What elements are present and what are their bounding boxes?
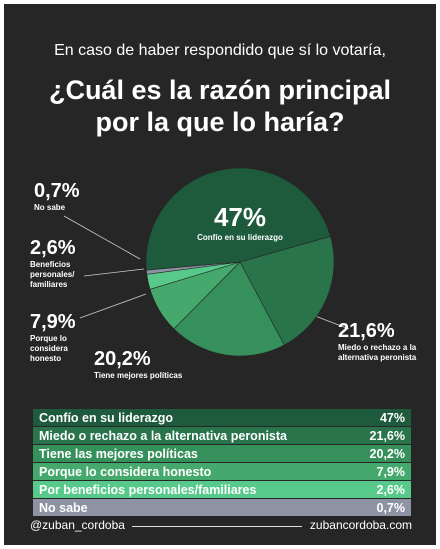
slice-label: 0,7% No sabe <box>34 180 94 213</box>
card: En caso de haber respondido que sí lo vo… <box>4 4 436 545</box>
footer-handle: @zuban_cordoba <box>30 518 125 532</box>
value-label: 20,2% <box>94 348 151 370</box>
row-value: 0,7% <box>376 500 406 515</box>
pie-slice <box>239 236 335 346</box>
value-label: 47% <box>213 202 267 232</box>
row-category: Tiene las mejores políticas <box>39 446 198 461</box>
table-row: No sabe 0,7% <box>33 499 411 516</box>
slice-name: Porque lo considera honesto <box>30 334 68 363</box>
row-category: No sabe <box>39 500 88 515</box>
value-label: 21,6% <box>338 320 395 342</box>
row-category: Confío en su liderazgo <box>39 410 174 425</box>
table-row: Por beneficios personales/familiares 2,6% <box>33 481 411 498</box>
subtitle: En caso de haber respondido que sí lo vo… <box>54 42 386 59</box>
row-value: 20,2% <box>369 446 405 461</box>
row-category: Porque lo considera honesto <box>39 464 212 479</box>
title: ¿Cuál es la razón principal por la que l… <box>48 75 392 137</box>
slice-label: 7,9% Porque lo considera honesto <box>30 311 90 364</box>
slice-name: Beneficios personales/ familiares <box>30 260 75 289</box>
pie-slice <box>146 261 241 275</box>
slice-name: Confío en su liderazgo <box>197 233 283 242</box>
value-label: 0,7% <box>34 180 80 202</box>
row-value: 47% <box>379 410 405 425</box>
slice-label: 47% Confío en su liderazgo <box>184 202 296 243</box>
pie-slice <box>145 167 331 271</box>
row-value: 7,9% <box>376 464 406 479</box>
leader-line <box>79 293 147 319</box>
legend-table: Confío en su liderazgo 47% Miedo o rechazo… <box>33 409 411 517</box>
row-category: Por beneficios personales/familiares <box>39 482 257 497</box>
value-label: 7,9% <box>30 311 76 333</box>
footer-site: zubancordoba.com <box>309 518 412 532</box>
table-row: Tiene las mejores políticas 20,2% <box>33 445 411 462</box>
slice-name: Miedo o rechazo a la alternativa peronis… <box>338 343 417 362</box>
table-row: Porque lo considera honesto 7,9% <box>33 463 411 480</box>
slice-name: Tiene mejores políticas <box>94 371 183 380</box>
leader-line <box>63 215 141 260</box>
slice-label: 2,6% Beneficios personales/ familiares <box>30 237 90 290</box>
value-label: 2,6% <box>30 237 76 259</box>
slice-label: 20,2% Tiene mejores políticas <box>94 348 184 381</box>
row-value: 2,6% <box>376 482 406 497</box>
table-row: Miedo o rechazo a la alternativa peronis… <box>33 427 411 444</box>
leader-line <box>83 268 145 277</box>
row-value: 21,6% <box>369 428 405 443</box>
row-category: Miedo o rechazo a la alternativa peronis… <box>39 428 287 443</box>
footer-line <box>132 526 302 527</box>
pie-slice <box>173 261 285 357</box>
slice-label: 21,6% Miedo o rechazo a la alternativa pe… <box>338 320 418 363</box>
pie-chart <box>63 167 350 357</box>
table-row: Confío en su liderazgo 47% <box>33 409 411 426</box>
slice-name: No sabe <box>34 203 66 212</box>
